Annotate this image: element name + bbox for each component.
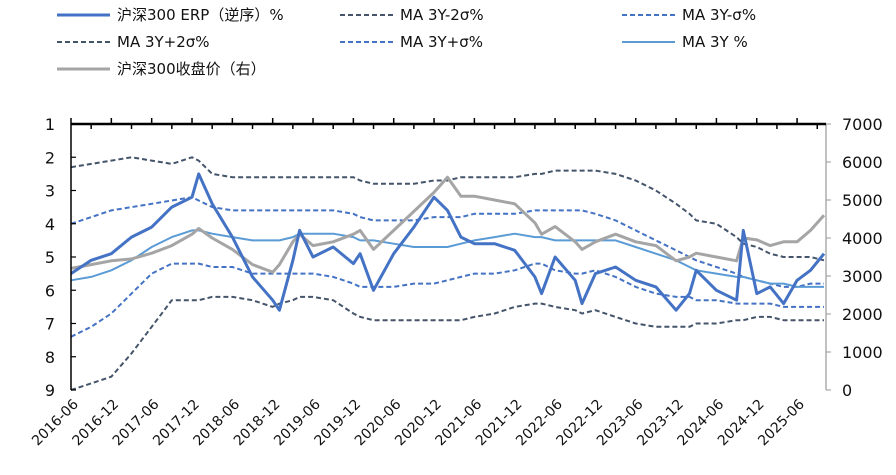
right-tick-label: 1000 [842, 343, 883, 362]
legend-item: MA 3Y % [622, 33, 748, 51]
series-line-1 [70, 156, 825, 262]
legend-label: MA 3Y-σ% [682, 6, 756, 24]
legend: 沪深300 ERP（逆序）% MA 3Y-2σ% MA 3Y-σ% MA 3Y+2σ%… [57, 6, 756, 78]
right-tick-label: 3000 [842, 267, 883, 286]
right-tick-label: 7000 [842, 115, 883, 134]
left-tick-label: 9 [45, 381, 55, 400]
series-line-6 [70, 175, 826, 274]
series-line-4 [70, 262, 824, 338]
left-tick-label: 5 [45, 248, 55, 267]
legend-label: MA 3Y+σ% [400, 33, 483, 51]
left-tick-label: 8 [45, 348, 55, 367]
legend-label: MA 3Y-2σ% [400, 6, 484, 24]
left-tick-label: 2 [45, 148, 55, 167]
legend-label: 沪深300收盘价（右） [117, 60, 266, 78]
legend-label: MA 3Y % [682, 33, 748, 51]
legend-label: 沪深300 ERP（逆序）% [117, 6, 284, 24]
series-layer [70, 156, 826, 391]
legend-item: 沪深300 ERP（逆序）% [57, 6, 284, 24]
right-tick-label: 2000 [842, 305, 883, 324]
series-line-2 [70, 196, 824, 288]
right-tick-label: 0 [842, 381, 852, 400]
series-line-0 [70, 172, 826, 312]
legend-item: MA 3Y-σ% [622, 6, 756, 24]
left-tick-label: 1 [45, 115, 55, 134]
legend-item: MA 3Y+σ% [340, 33, 483, 51]
right-tick-label: 4000 [842, 229, 883, 248]
left-tick-label: 7 [45, 315, 55, 334]
left-tick-label: 4 [45, 215, 55, 234]
series-line-3 [70, 295, 824, 391]
legend-item: MA 3Y-2σ% [340, 6, 484, 24]
legend-item: MA 3Y+2σ% [57, 33, 210, 51]
right-tick-label: 5000 [842, 191, 883, 210]
left-tick-label: 3 [45, 182, 55, 201]
left-tick-label: 6 [45, 281, 55, 300]
legend-label: MA 3Y+2σ% [117, 33, 210, 51]
series-line-5 [70, 229, 824, 288]
legend-item: 沪深300收盘价（右） [57, 60, 266, 78]
right-tick-label: 6000 [842, 153, 883, 172]
